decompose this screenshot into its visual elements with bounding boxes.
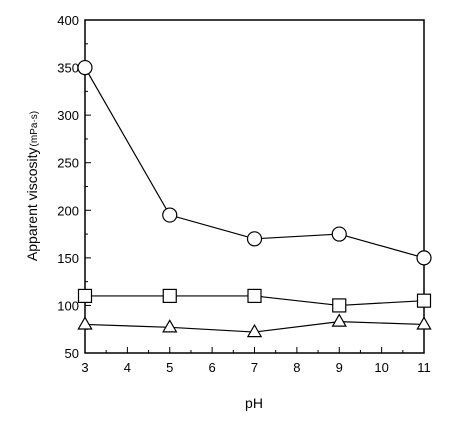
y-axis-title: Apparent viscosity(mPa·s)	[24, 111, 40, 261]
series-layer	[77, 59, 432, 338]
x-tick-label: 11	[417, 360, 431, 375]
y-tick-label: 250	[57, 156, 79, 171]
data-point-square	[332, 298, 347, 313]
series-line-circle	[84, 67, 425, 259]
data-point-square	[77, 288, 93, 304]
data-point-square	[247, 288, 262, 304]
data-point-triangle	[246, 323, 263, 338]
x-axis-title: pH	[245, 395, 263, 411]
x-tick-label: 9	[336, 360, 343, 375]
data-point-triangle	[416, 316, 432, 330]
series-triangle	[77, 313, 432, 338]
data-point-triangle	[77, 316, 93, 330]
data-point-square	[416, 293, 432, 308]
series-circle	[77, 59, 432, 266]
data-point-square	[162, 288, 177, 304]
x-tick-label: 10	[374, 360, 388, 375]
y-axis-unit: (mPa·s)	[29, 111, 40, 147]
data-point-circle	[162, 207, 178, 223]
x-tick-label: 5	[166, 360, 173, 375]
x-tick-label: 6	[209, 360, 216, 375]
data-point-triangle	[331, 313, 347, 327]
y-tick-label: 50	[65, 346, 79, 361]
data-point-circle	[416, 250, 432, 266]
y-tick-label: 400	[57, 13, 79, 28]
x-tick-label: 7	[251, 360, 258, 375]
y-axis-label: Apparent viscosity	[24, 147, 40, 261]
series-square	[77, 288, 432, 313]
y-tick-label: 350	[57, 61, 79, 76]
data-point-triangle	[162, 319, 178, 333]
x-tick-label: 4	[124, 360, 131, 375]
y-tick-label: 300	[57, 108, 79, 123]
data-point-circle	[246, 231, 263, 247]
data-point-circle	[331, 226, 347, 242]
x-tick-label: 8	[293, 360, 300, 375]
y-tick-label: 100	[57, 298, 79, 313]
y-tick-label: 150	[57, 251, 79, 266]
x-tick-label: 3	[81, 360, 88, 375]
axis-tick-labels: 3 4 5 6 7 8 9 10 11 50 100 150 200 250 300 350 400	[57, 13, 430, 375]
data-point-circle	[77, 59, 93, 76]
y-tick-label: 200	[57, 203, 79, 218]
